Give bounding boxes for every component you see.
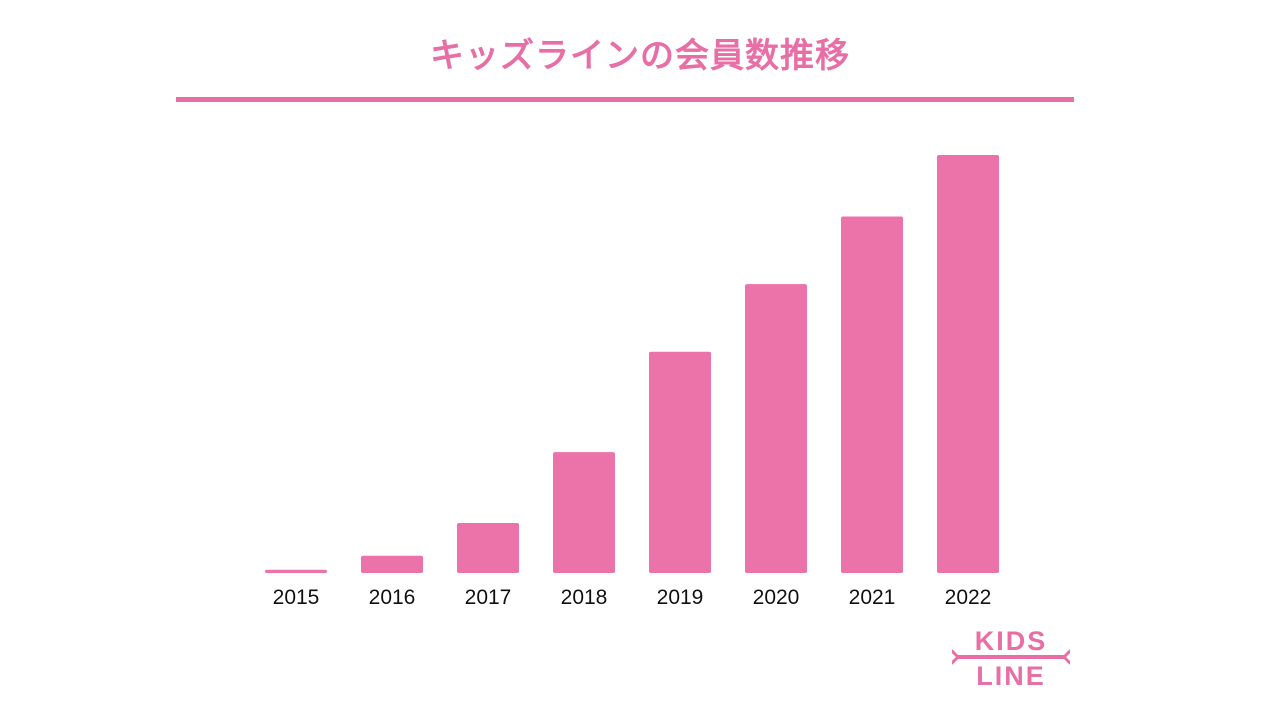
bar-2016	[361, 555, 423, 573]
x-tick-label-2021: 2021	[849, 586, 896, 609]
bar-2020	[745, 284, 807, 573]
logo-line2: LINE	[976, 661, 1046, 690]
x-tick-label-2015: 2015	[273, 586, 320, 609]
x-tick-label-2017: 2017	[465, 586, 512, 609]
logo-line1: KIDS	[975, 626, 1048, 656]
bar-2021	[841, 216, 903, 573]
x-tick-label-2020: 2020	[753, 586, 800, 609]
kidsline-logo: KIDS LINE	[952, 626, 1070, 690]
x-tick-label-2016: 2016	[369, 586, 416, 609]
x-tick-labels: 2015 2016 2017 2018 2019 2020 2021 2022	[273, 586, 992, 609]
x-tick-label-2019: 2019	[657, 586, 704, 609]
bar-2022	[937, 155, 999, 573]
bar-2019	[649, 351, 711, 573]
logo-figure-icon	[952, 649, 1070, 665]
title-underline	[176, 97, 1074, 102]
bar-2018	[553, 452, 615, 573]
x-tick-label-2018: 2018	[561, 586, 608, 609]
bars-group	[265, 155, 999, 573]
x-tick-label-2022: 2022	[945, 586, 992, 609]
chart-title: キッズラインの会員数推移	[430, 36, 850, 76]
bar-2015	[265, 569, 327, 573]
bar-2017	[457, 523, 519, 573]
